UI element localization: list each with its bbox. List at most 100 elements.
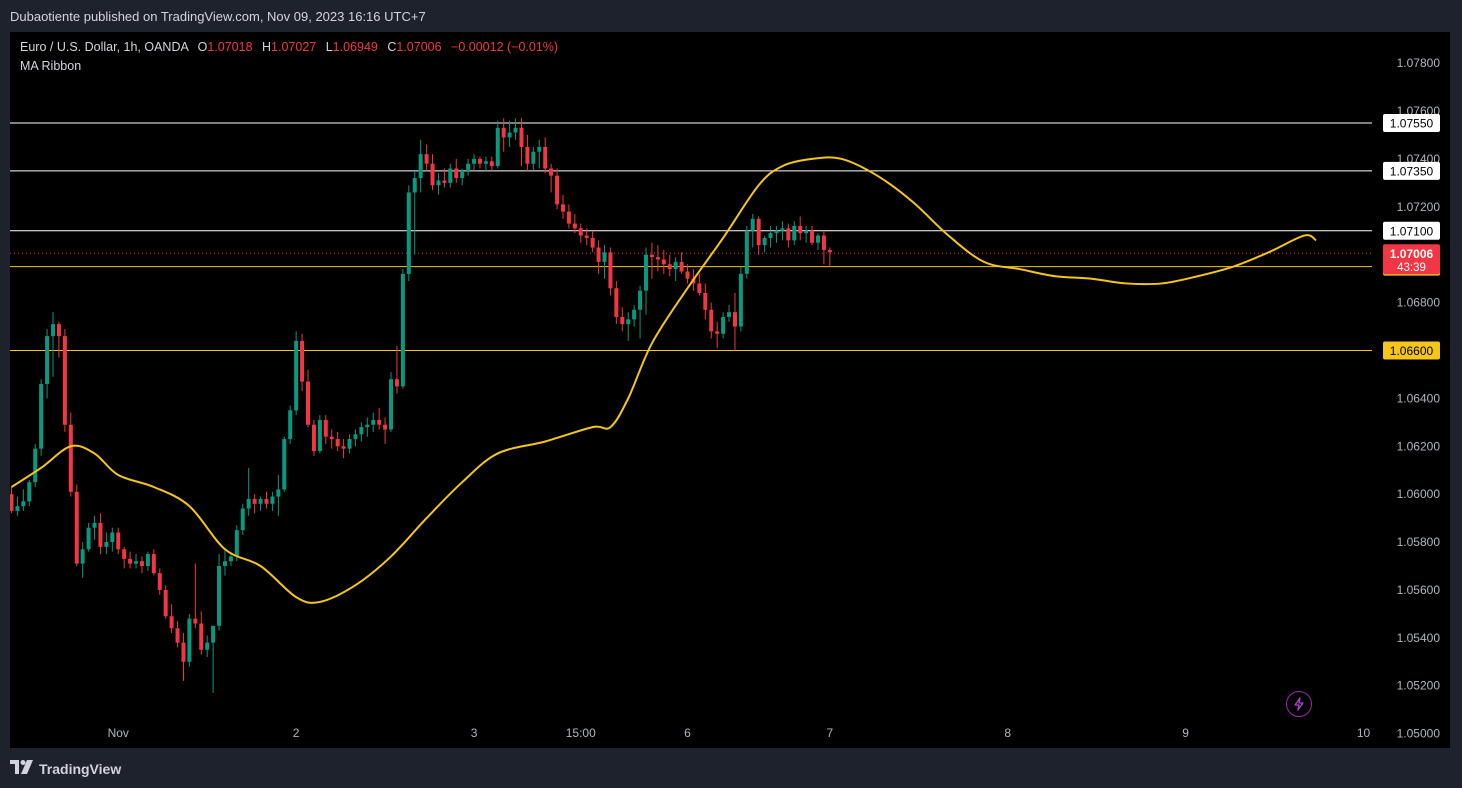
candle-body — [211, 625, 216, 643]
candle — [80, 542, 85, 578]
price-labels: 1.075501.073501.071001.069501.066001.070… — [1383, 113, 1440, 360]
candle-body — [703, 293, 708, 310]
candle — [389, 372, 394, 432]
candle — [86, 522, 91, 552]
candle — [110, 527, 115, 552]
candle — [560, 194, 565, 219]
candle — [810, 225, 815, 246]
candle-body — [596, 247, 601, 262]
high-label: H — [262, 40, 272, 54]
candle-body — [329, 436, 334, 440]
candle-body — [460, 170, 465, 179]
level-label-box — [1383, 221, 1440, 240]
candle — [584, 228, 589, 246]
candle — [181, 633, 186, 681]
candle-body — [709, 309, 714, 332]
candle-body — [394, 379, 399, 387]
candle-body — [412, 178, 417, 193]
candle-body — [472, 158, 477, 164]
candle-body — [442, 180, 447, 183]
low-value: 1.06949 — [332, 40, 378, 54]
candle — [608, 247, 613, 296]
candle — [258, 496, 263, 511]
candle-body — [240, 508, 245, 531]
candle — [240, 503, 245, 535]
candle — [727, 304, 732, 322]
candle — [39, 379, 44, 456]
candle-body — [80, 549, 85, 564]
tradingview-brand[interactable]: TradingView — [10, 760, 121, 777]
candle-body — [193, 618, 198, 624]
candle — [786, 223, 791, 248]
candle — [566, 204, 571, 229]
candle-body — [359, 427, 364, 435]
indicator-label[interactable]: MA Ribbon — [20, 59, 82, 73]
candle-body — [365, 424, 370, 428]
candle — [715, 321, 720, 349]
candle — [667, 254, 672, 277]
price-tick-label: 1.06200 — [1397, 439, 1441, 453]
candle — [10, 486, 14, 514]
candle-body — [821, 235, 826, 250]
level-label-box — [1383, 113, 1440, 132]
low-label: L — [325, 40, 333, 54]
candle — [507, 120, 512, 147]
candle — [596, 240, 601, 274]
candle-body — [555, 175, 560, 205]
price-chart[interactable]: 1.078001.076001.074001.072001.070001.068… — [10, 32, 1450, 748]
footer-bar — [0, 748, 1462, 788]
candle-body — [632, 309, 637, 320]
candle — [288, 405, 293, 444]
lightning-icon[interactable] — [1286, 691, 1312, 717]
ma-ribbon-layer — [10, 156, 1317, 604]
candle — [104, 532, 109, 555]
price-tick-label: 1.07200 — [1397, 200, 1441, 214]
candle-body — [448, 168, 453, 183]
candle — [365, 417, 370, 437]
candle-body — [501, 127, 506, 138]
price-tick-label: 1.05000 — [1397, 727, 1441, 741]
candle — [98, 513, 103, 555]
candle-body — [317, 419, 322, 452]
candle — [454, 158, 459, 183]
candle — [300, 333, 305, 392]
candle — [649, 242, 654, 279]
candle — [116, 527, 121, 555]
candle-body — [590, 237, 595, 248]
candle — [537, 139, 542, 169]
candle — [383, 417, 388, 444]
candle-body — [602, 252, 607, 262]
open-label: O — [197, 40, 208, 54]
candle — [317, 415, 322, 454]
candle — [56, 321, 61, 358]
candle — [62, 328, 67, 432]
candle — [578, 223, 583, 243]
price-tick-label: 1.05200 — [1397, 679, 1441, 693]
candle — [359, 422, 364, 442]
candle — [122, 546, 127, 569]
header-bar: Dubaotiente published on TradingView.com… — [0, 0, 1462, 32]
candle-body — [134, 561, 139, 564]
candle-body — [371, 419, 376, 425]
candle — [252, 494, 257, 514]
candle — [513, 118, 518, 140]
candle-body — [258, 498, 263, 504]
candle — [780, 221, 785, 241]
current-price-text: 1.07006 — [1390, 247, 1434, 261]
candle — [590, 230, 595, 253]
candle — [193, 563, 198, 629]
chart-area[interactable] — [10, 32, 1450, 748]
candle — [614, 281, 619, 325]
candle — [294, 331, 299, 416]
candle — [412, 170, 417, 255]
candle-body — [454, 168, 459, 179]
candle-body — [792, 225, 797, 241]
candle — [329, 429, 334, 449]
candle-body — [288, 410, 293, 440]
candle — [703, 283, 708, 320]
candle-body — [661, 259, 666, 265]
candle — [199, 611, 204, 655]
time-axis: Nov 2 3 15:00 6 7 8 9 10 — [108, 726, 1371, 740]
price-tick-label: 1.06800 — [1397, 296, 1441, 310]
candle — [804, 225, 809, 243]
